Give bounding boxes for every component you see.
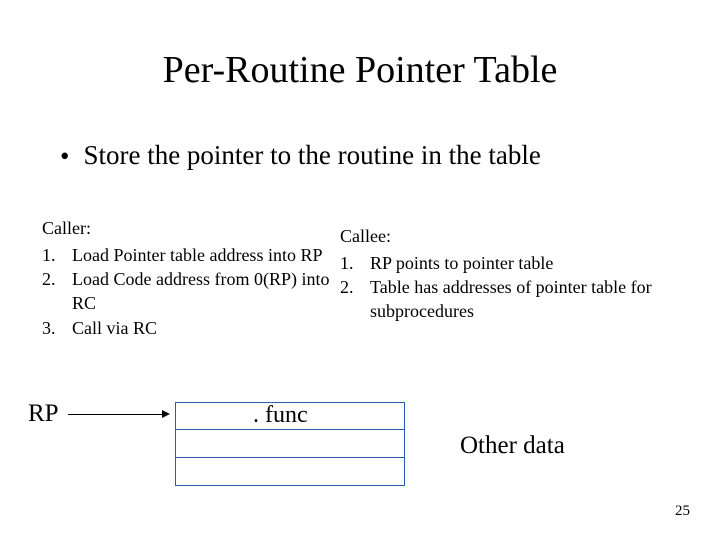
item-number: 3. bbox=[42, 316, 72, 340]
list-item: 3. Call via RC bbox=[42, 316, 330, 340]
bullet-dot: • bbox=[60, 140, 69, 172]
pointer-diagram: RP . func Other data bbox=[0, 400, 720, 520]
list-item: 1. RP points to pointer table bbox=[340, 251, 670, 275]
slide-title: Per-Routine Pointer Table bbox=[0, 0, 720, 92]
table-cell bbox=[175, 458, 405, 486]
callee-list: 1. RP points to pointer table 2. Table h… bbox=[340, 251, 670, 324]
two-columns: Caller: 1. Load Pointer table address in… bbox=[0, 172, 720, 339]
func-label: . func bbox=[253, 402, 308, 429]
item-text: Load Pointer table address into RP bbox=[72, 243, 330, 267]
main-bullet: • Store the pointer to the routine in th… bbox=[0, 92, 720, 172]
caller-heading: Caller: bbox=[42, 216, 330, 240]
item-number: 1. bbox=[42, 243, 72, 267]
arrow-head-icon bbox=[162, 410, 170, 418]
bullet-text: Store the pointer to the routine in the … bbox=[83, 140, 540, 171]
list-item: 1. Load Pointer table address into RP bbox=[42, 243, 330, 267]
arrow-line bbox=[68, 414, 166, 415]
item-text: Table has addresses of pointer table for… bbox=[370, 275, 670, 324]
other-data-label: Other data bbox=[460, 432, 565, 460]
item-text: Call via RC bbox=[72, 316, 330, 340]
table-cell bbox=[175, 430, 405, 458]
page-number: 25 bbox=[675, 503, 690, 520]
callee-column: Callee: 1. RP points to pointer table 2.… bbox=[330, 216, 670, 339]
item-number: 1. bbox=[340, 251, 370, 275]
rp-label: RP bbox=[28, 400, 59, 428]
slide: Per-Routine Pointer Table • Store the po… bbox=[0, 0, 720, 540]
callee-heading: Callee: bbox=[340, 224, 670, 248]
item-number: 2. bbox=[340, 275, 370, 324]
item-number: 2. bbox=[42, 267, 72, 316]
caller-column: Caller: 1. Load Pointer table address in… bbox=[0, 216, 330, 339]
list-item: 2. Load Code address from 0(RP) into RC bbox=[42, 267, 330, 316]
caller-list: 1. Load Pointer table address into RP 2.… bbox=[42, 243, 330, 340]
list-item: 2. Table has addresses of pointer table … bbox=[340, 275, 670, 324]
item-text: Load Code address from 0(RP) into RC bbox=[72, 267, 330, 316]
item-text: RP points to pointer table bbox=[370, 251, 670, 275]
